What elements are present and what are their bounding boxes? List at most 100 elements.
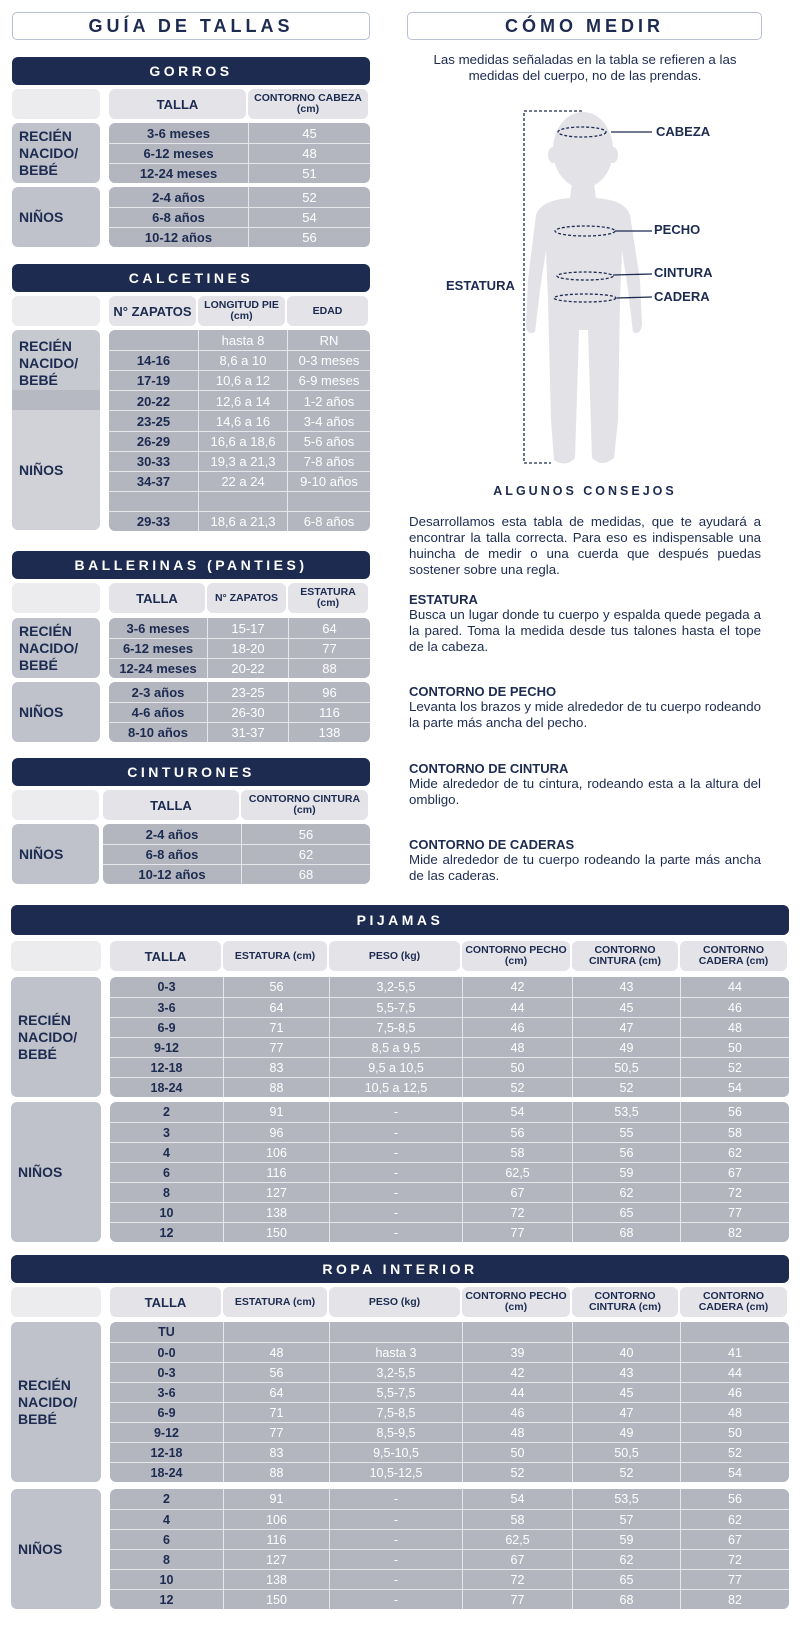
header-blank	[12, 583, 100, 613]
value-cell: 42	[462, 1363, 572, 1382]
value-cell: 82	[680, 1223, 789, 1242]
table-row: 4-6 años 26-30 116	[109, 702, 370, 722]
value-cell: 56	[223, 1363, 329, 1382]
value-cell: -	[329, 1102, 462, 1122]
size-cell: 6-8 años	[152, 210, 205, 225]
value-cell: 138	[223, 1570, 329, 1589]
table-row: 2-3 años 23-25 96	[109, 682, 370, 702]
size-cell: 6-8 años	[145, 847, 199, 862]
table-row: 34-37 22 a 24 9-10 años	[109, 471, 370, 491]
value-cell: 54	[680, 1078, 789, 1097]
value-cell: 116	[288, 703, 370, 722]
value-cell: 43	[572, 1363, 680, 1382]
value-cell: 77	[462, 1223, 572, 1242]
value-cell: 44	[462, 998, 572, 1017]
table-row: 2 91-54 53,5 56	[110, 1489, 789, 1509]
value-cell: 48	[680, 1018, 789, 1037]
size-cell: 12-24 meses	[119, 661, 197, 676]
size-cell: 2-4 años	[145, 826, 199, 842]
value-cell: 53,5	[572, 1489, 680, 1509]
table-row: 3-6 64 5,5-7,5 44 45 46	[110, 997, 789, 1017]
value-cell: 8,5-9,5	[329, 1423, 462, 1442]
group-label: RECIÉN NACIDO/ BEBÉ	[12, 123, 100, 183]
table-title: CALCETINES	[12, 264, 370, 292]
label-cadera: CADERA	[654, 289, 710, 304]
value-cell	[572, 1322, 680, 1342]
column-header: ESTATURA (cm)	[223, 941, 327, 971]
size-cell: 0-3	[157, 1365, 176, 1380]
table-row: 6-9 71 7,5-8,5 46 47 48	[110, 1402, 789, 1422]
column-header: CONTORNO CINTURA (cm)	[572, 941, 678, 971]
value-cell: 53,5	[572, 1102, 680, 1122]
size-cell: 6-12 meses	[143, 146, 214, 161]
size-cell: 9-12	[153, 1425, 180, 1440]
value-cell: 77	[223, 1423, 329, 1442]
size-cell: 2	[163, 1105, 170, 1119]
column-header: TALLA	[110, 941, 221, 971]
value-cell: 1-2 años	[287, 391, 370, 411]
value-cell: 10,5-12,5	[329, 1463, 462, 1482]
table-row: 12 150-77 68 82	[110, 1589, 789, 1609]
size-cell: 6-12 meses	[122, 641, 194, 656]
table-row: TU	[110, 1322, 789, 1342]
value-cell: 20-22	[207, 659, 288, 678]
value-cell: 50	[680, 1423, 789, 1442]
value-cell: 67	[462, 1550, 572, 1569]
header-blank	[12, 89, 100, 119]
value-cell: 138	[288, 723, 370, 742]
group-label: RECIÉN NACIDO/ BEBÉ	[11, 977, 101, 1097]
table-row: 2 91-54 53,5 56	[110, 1102, 789, 1122]
table-row: 29-33 18,6 a 21,3 6-8 años	[109, 511, 370, 531]
table-row: 8 127-67 62 72	[110, 1182, 789, 1202]
label-estatura: ESTATURA	[446, 278, 515, 293]
size-cell: 10	[159, 1572, 174, 1587]
group-label: NIÑOS	[12, 824, 99, 884]
column-header: CONTORNO CADERA (cm)	[680, 1287, 787, 1317]
value-cell: 9,5 a 10,5	[329, 1058, 462, 1077]
table-row: 26-29 16,6 a 18,6 5-6 años	[109, 431, 370, 451]
value-cell: 45	[572, 998, 680, 1017]
row-group: RECIÉN NACIDO/ BEBÉ 3-6 meses 15-17 64 6-12 …	[12, 618, 370, 678]
group-label: RECIÉN NACIDO/ BEBÉ	[12, 618, 100, 678]
value-cell: -	[329, 1489, 462, 1509]
value-cell: -	[329, 1590, 462, 1609]
value-cell: 88	[288, 659, 370, 678]
value-cell: 127	[223, 1550, 329, 1569]
value-cell: 10,6 a 12	[198, 371, 287, 390]
value-cell: 88	[223, 1463, 329, 1482]
column-header: N° ZAPATOS	[109, 296, 196, 326]
waist-measure-ring	[556, 271, 614, 281]
value-cell: 58	[462, 1510, 572, 1529]
value-cell: 50	[680, 1038, 789, 1057]
value-cell: 52	[680, 1443, 789, 1462]
value-cell: 72	[462, 1203, 572, 1222]
value-cell: 46	[680, 1383, 789, 1402]
row-group: NIÑOS 2-4 años 52 6-8 años 54 10-12 años 56	[12, 187, 370, 247]
tip-pecho: CONTORNO DE PECHO Levanta los brazos y m…	[409, 684, 761, 731]
value-cell: 6-9 meses	[287, 371, 370, 390]
group-label	[12, 390, 100, 410]
size-cell: 10	[159, 1205, 174, 1220]
value-cell: 5-6 años	[287, 432, 370, 451]
value-cell: 7-8 años	[287, 452, 370, 471]
size-cell: 2-4 años	[152, 189, 205, 205]
table-row: 8 127-67 62 72	[110, 1549, 789, 1569]
value-cell: hasta 3	[329, 1343, 462, 1362]
value-cell: 45	[248, 123, 370, 143]
value-cell: 62	[572, 1550, 680, 1569]
table-row: 14-16 8,6 a 10 0-3 meses	[109, 350, 370, 370]
value-cell	[287, 492, 370, 511]
value-cell: 56	[680, 1102, 789, 1122]
size-cell: 2	[163, 1492, 170, 1506]
table-row: hasta 8 RN	[109, 330, 370, 350]
column-header: EDAD	[287, 296, 368, 326]
size-cell: 3-6 meses	[126, 620, 190, 636]
value-cell: 42	[462, 977, 572, 997]
value-cell: 48	[462, 1038, 572, 1057]
value-cell: 58	[680, 1123, 789, 1142]
size-cell: 0-3	[157, 980, 176, 994]
table-row: 3-6 meses 45	[109, 123, 370, 143]
value-cell: 9,5-10,5	[329, 1443, 462, 1462]
value-cell: 26-30	[207, 703, 288, 722]
table-row: 10 138-72 65 77	[110, 1569, 789, 1589]
